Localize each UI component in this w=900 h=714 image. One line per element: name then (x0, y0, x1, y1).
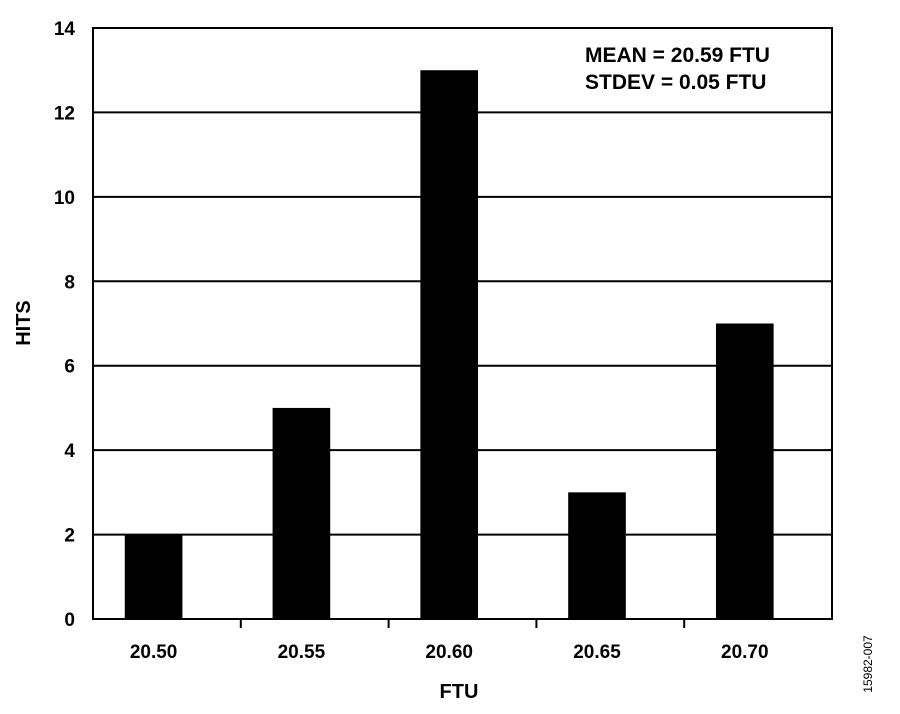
x-tick-label: 20.50 (130, 642, 178, 663)
y-tick-labels: 0 2 4 6 8 10 12 14 (54, 19, 76, 631)
plot-frame (92, 27, 833, 620)
y-tick-label: 12 (54, 103, 75, 124)
y-axis-title: HITS (13, 300, 35, 346)
x-tick-labels: 20.50 20.55 20.60 20.65 20.70 (130, 642, 769, 663)
bar (420, 70, 479, 619)
bars (124, 70, 774, 619)
x-axis-title: FTU (440, 681, 479, 703)
bar (568, 492, 626, 619)
x-tick-label: 20.70 (721, 642, 769, 663)
bar (272, 407, 331, 619)
figure-id: 15982-007 (861, 635, 875, 693)
bar (715, 323, 774, 619)
x-tick-marks (239, 619, 686, 628)
y-tick-label: 4 (64, 441, 75, 462)
y-tick-label: 8 (64, 272, 75, 293)
y-tick-label: 6 (64, 357, 75, 378)
y-tick-label: 14 (54, 19, 76, 40)
x-tick-label: 20.65 (573, 642, 621, 663)
stdev-annotation: STDEV = 0.05 FTU (585, 71, 766, 94)
bar (124, 534, 183, 619)
x-tick-label: 20.60 (425, 642, 473, 663)
y-tick-label: 0 (64, 610, 75, 631)
y-tick-label: 2 (64, 526, 75, 547)
x-tick-label: 20.55 (278, 642, 326, 663)
y-tick-label: 10 (54, 188, 75, 209)
mean-annotation: MEAN = 20.59 FTU (585, 44, 770, 67)
